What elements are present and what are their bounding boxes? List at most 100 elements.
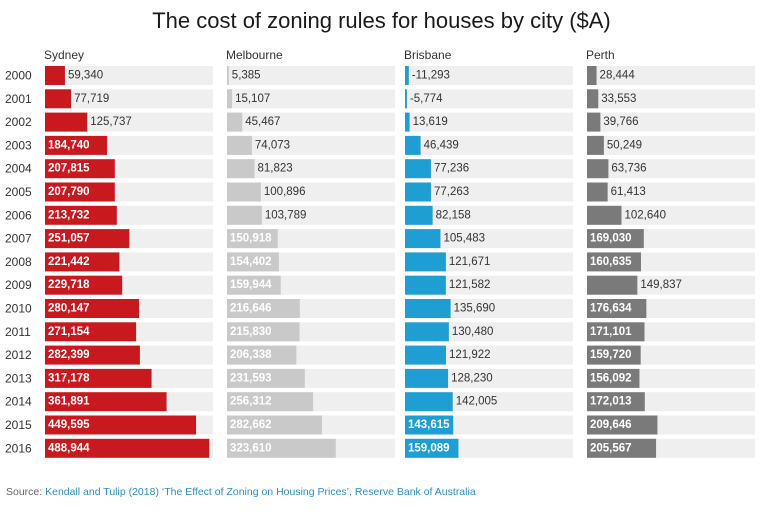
bar-track xyxy=(405,135,573,155)
data-label: 50,249 xyxy=(607,139,642,151)
data-label: 280,147 xyxy=(48,303,90,315)
data-label: 323,610 xyxy=(230,442,272,454)
bar-sydney xyxy=(45,368,152,388)
bar-brisbane xyxy=(405,252,446,272)
bar-brisbane xyxy=(405,135,421,155)
bar-brisbane xyxy=(405,112,410,132)
data-label: 271,154 xyxy=(48,326,90,338)
bar-track xyxy=(587,182,755,202)
bar-sydney xyxy=(45,182,115,202)
bar-perth xyxy=(587,135,604,155)
bar-track xyxy=(45,89,213,109)
bar-melbourne xyxy=(227,438,336,458)
data-label: 229,718 xyxy=(48,279,90,291)
year-label: 2006 xyxy=(5,208,32,222)
bar-track xyxy=(405,112,573,132)
bar-sydney xyxy=(45,299,140,318)
bar-brisbane xyxy=(405,182,431,202)
data-label: 128,230 xyxy=(451,372,493,384)
bar-brisbane xyxy=(405,322,449,342)
bar-track xyxy=(405,229,573,249)
bar-track xyxy=(587,159,755,179)
year-label: 2002 xyxy=(5,115,32,129)
data-label: 207,790 xyxy=(48,186,90,198)
bar-brisbane xyxy=(405,66,409,85)
bar-track xyxy=(405,275,573,295)
bar-melbourne xyxy=(227,415,322,435)
bar-track xyxy=(405,182,573,202)
bar-sydney xyxy=(45,275,123,295)
bar-perth xyxy=(587,159,609,179)
data-label: 221,442 xyxy=(48,256,90,268)
bar-sydney xyxy=(45,112,88,132)
year-label: 2008 xyxy=(5,255,32,269)
bar-track xyxy=(227,89,395,109)
year-label: 2009 xyxy=(5,278,32,292)
data-label: 46,439 xyxy=(424,139,459,151)
panel-header-melbourne: Melbourne xyxy=(226,48,283,62)
data-label: 142,005 xyxy=(456,396,498,408)
year-label: 2003 xyxy=(5,138,32,152)
bar-track xyxy=(405,252,573,272)
year-label: 2004 xyxy=(5,162,32,176)
bar-brisbane xyxy=(405,415,454,435)
bar-track xyxy=(405,205,573,225)
bar-sydney xyxy=(45,205,117,225)
source-line: Source: Kendall and Tulip (2018) ‘The Ef… xyxy=(6,486,476,498)
bar-sydney xyxy=(45,322,137,342)
source-label: Source: xyxy=(6,486,43,498)
data-label: 121,671 xyxy=(449,256,491,268)
bar-track xyxy=(587,89,755,109)
bar-track xyxy=(227,66,395,85)
year-label: 2016 xyxy=(5,441,32,455)
bar-sydney xyxy=(45,252,120,272)
year-label: 2011 xyxy=(5,325,31,339)
bar-brisbane xyxy=(405,275,446,295)
bar-perth xyxy=(587,112,601,132)
source-link[interactable]: Kendall and Tulip (2018) ‘The Effect of … xyxy=(45,486,476,498)
data-label: 77,719 xyxy=(74,93,109,105)
data-label: -11,293 xyxy=(412,70,450,82)
bar-brisbane xyxy=(405,345,446,365)
bar-perth xyxy=(587,66,597,85)
bar-melbourne xyxy=(227,229,278,249)
bar-perth xyxy=(587,345,641,365)
bar-melbourne xyxy=(227,299,300,318)
panel-header-perth: Perth xyxy=(586,48,615,62)
data-label: 77,236 xyxy=(434,163,469,175)
data-label: 125,737 xyxy=(90,116,132,128)
bar-sydney xyxy=(45,392,167,412)
data-label: 77,263 xyxy=(434,186,469,198)
bar-track xyxy=(587,112,755,132)
bar-track xyxy=(227,205,395,225)
bar-sydney xyxy=(45,159,115,179)
data-label: 149,837 xyxy=(640,279,682,291)
data-label: 39,766 xyxy=(603,116,638,128)
bar-brisbane xyxy=(405,368,449,388)
data-label: 159,944 xyxy=(230,279,272,291)
data-label: 251,057 xyxy=(48,233,90,245)
data-label: 176,634 xyxy=(590,303,632,315)
bar-perth xyxy=(587,415,658,435)
data-label: 15,107 xyxy=(235,93,270,105)
bar-track xyxy=(227,112,395,132)
bar-track xyxy=(227,182,395,202)
data-label: 488,944 xyxy=(48,442,90,454)
bar-perth xyxy=(587,205,622,225)
data-label: 213,732 xyxy=(48,209,90,221)
bar-sydney xyxy=(45,438,210,458)
bar-melbourne xyxy=(227,205,262,225)
data-label: 205,567 xyxy=(590,442,632,454)
data-label: 13,619 xyxy=(413,116,448,128)
bar-melbourne xyxy=(227,159,255,179)
data-label: 282,662 xyxy=(230,419,272,431)
bar-sydney xyxy=(45,345,140,365)
data-label: 143,615 xyxy=(408,419,450,431)
bar-perth xyxy=(587,392,645,412)
bar-brisbane xyxy=(405,392,453,412)
bar-melbourne xyxy=(227,392,314,412)
bar-track xyxy=(405,159,573,179)
data-label: 63,736 xyxy=(611,163,646,175)
bar-sydney xyxy=(45,135,108,155)
data-label: 159,720 xyxy=(590,349,632,361)
